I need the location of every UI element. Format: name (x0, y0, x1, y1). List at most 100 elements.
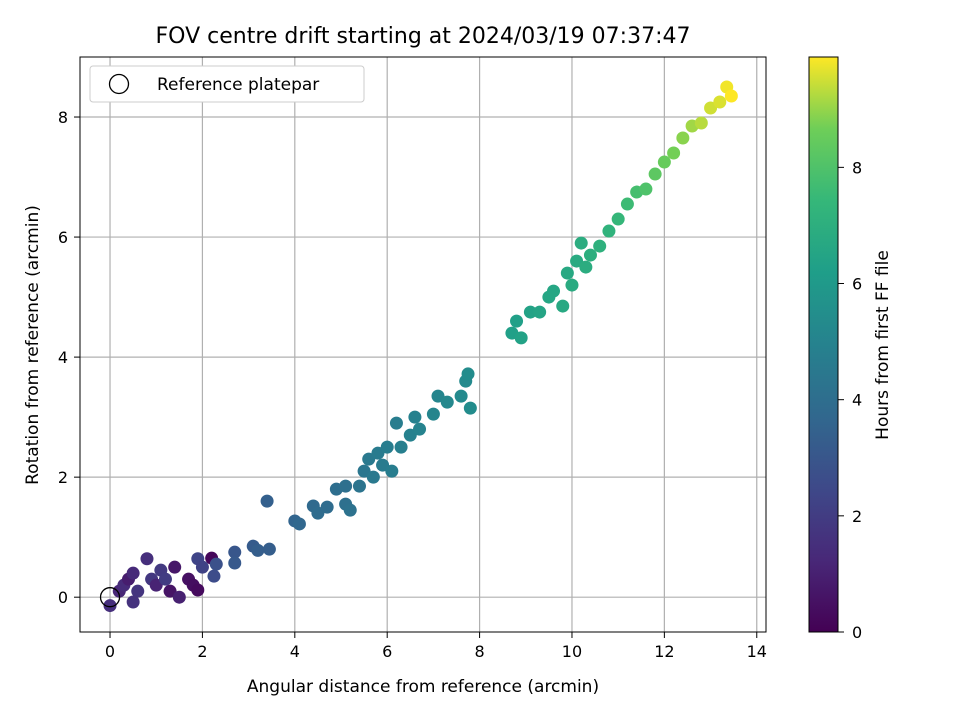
data-point (131, 584, 145, 598)
y-tick-label: 0 (58, 588, 68, 607)
y-tick-label: 2 (58, 468, 68, 487)
data-point (657, 155, 671, 169)
data-point (357, 464, 371, 478)
y-axis-label: Rotation from reference (arcmin) (23, 205, 43, 485)
data-point (579, 260, 593, 274)
data-point (583, 248, 597, 262)
grid-lines (80, 57, 766, 632)
data-point (560, 266, 574, 280)
plot-border (79, 56, 767, 633)
data-point (440, 395, 454, 409)
data-point (376, 458, 390, 472)
data-point (149, 578, 163, 592)
data-point (724, 89, 738, 103)
data-point (172, 590, 186, 604)
data-point (339, 479, 353, 493)
y-tick-label: 6 (58, 228, 68, 247)
x-axis-label: Angular distance from reference (arcmin) (247, 677, 599, 697)
data-point (311, 506, 325, 520)
data-point (389, 416, 403, 430)
data-point (262, 542, 276, 556)
data-point (228, 545, 242, 559)
data-point (648, 167, 662, 181)
data-point (126, 595, 140, 609)
data-point (352, 479, 366, 493)
colorbar-tick-label: 0 (852, 623, 862, 642)
data-point (620, 197, 634, 211)
data-point (292, 517, 306, 531)
data-point (547, 284, 561, 298)
x-tick-label: 0 (105, 642, 115, 661)
x-tick-label: 2 (197, 642, 207, 661)
data-point (694, 116, 708, 130)
legend-marker-icon (108, 73, 130, 95)
data-point (514, 331, 528, 345)
colorbar-ticks: 0 2 4 6 8 (838, 158, 862, 642)
data-point (320, 500, 334, 514)
data-point (602, 224, 616, 238)
data-point (593, 239, 607, 253)
data-point (371, 446, 385, 460)
data-point (103, 599, 117, 613)
colorbar-tick-label: 4 (852, 391, 862, 410)
data-point (163, 584, 177, 598)
x-tick-label: 4 (290, 642, 300, 661)
legend-box (89, 65, 365, 103)
data-point (191, 583, 205, 597)
data-point (385, 464, 399, 478)
legend: Reference platepar (89, 65, 365, 103)
data-point (523, 305, 537, 319)
y-tick-label: 8 (58, 108, 68, 127)
chart-title: FOV centre drift starting at 2024/03/19 … (156, 24, 691, 49)
data-point (431, 389, 445, 403)
data-point (362, 452, 376, 466)
data-point (343, 503, 357, 517)
y-axis-ticks: 0 2 4 6 8 (58, 108, 80, 607)
data-point (510, 314, 524, 328)
data-point (195, 560, 209, 574)
data-point (394, 440, 408, 454)
data-point (408, 410, 422, 424)
data-point (463, 401, 477, 415)
data-point (209, 557, 223, 571)
data-point (713, 95, 727, 109)
y-tick-label: 4 (58, 348, 68, 367)
data-point (461, 367, 475, 381)
data-point (260, 494, 274, 508)
plot-area (80, 57, 766, 632)
data-point (380, 440, 394, 454)
data-point (570, 254, 584, 268)
data-point (426, 407, 440, 421)
data-point (533, 305, 547, 319)
data-point (574, 236, 588, 250)
x-axis-ticks: 0 2 4 6 8 10 12 14 (105, 632, 767, 661)
data-point (556, 299, 570, 313)
data-point (403, 428, 417, 442)
x-tick-label: 14 (747, 642, 767, 661)
data-point (207, 569, 221, 583)
data-point (251, 543, 265, 557)
colorbar-tick-label: 8 (852, 158, 862, 177)
x-tick-label: 10 (562, 642, 582, 661)
colorbar (808, 56, 839, 633)
data-point (704, 101, 718, 115)
x-tick-label: 6 (382, 642, 392, 661)
data-point (639, 182, 653, 196)
data-point (140, 552, 154, 566)
colorbar-label: Hours from first FF file (873, 250, 893, 440)
colorbar-tick-label: 2 (852, 507, 862, 526)
data-point (126, 566, 140, 580)
reference-point (99, 587, 121, 608)
data-point (168, 560, 182, 574)
x-tick-label: 8 (474, 642, 484, 661)
data-point (454, 389, 468, 403)
x-tick-label: 12 (654, 642, 674, 661)
data-point (611, 212, 625, 226)
data-point (158, 572, 172, 586)
data-point (667, 146, 681, 160)
data-points (103, 80, 738, 613)
legend-label: Reference platepar (157, 75, 319, 95)
colorbar-tick-label: 6 (852, 275, 862, 294)
data-point (676, 131, 690, 145)
